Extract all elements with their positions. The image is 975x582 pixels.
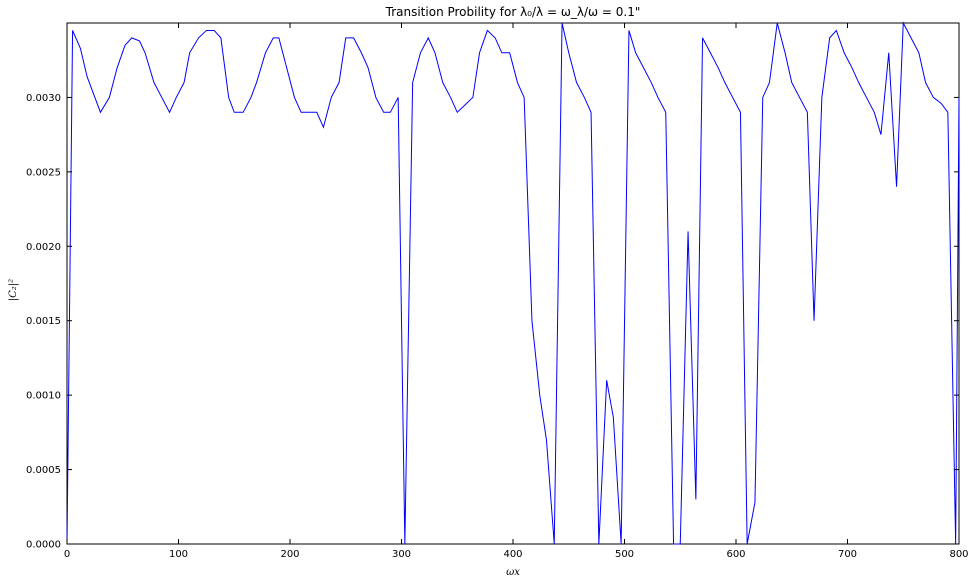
x-tick-label: 100 bbox=[169, 549, 188, 560]
y-tick-label: 0.0005 bbox=[26, 465, 61, 476]
x-tick-label: 600 bbox=[726, 549, 745, 560]
y-tick-label: 0.0025 bbox=[26, 167, 61, 178]
x-axis-label: ωx bbox=[506, 567, 520, 578]
x-tick-label: 400 bbox=[503, 549, 522, 560]
x-axis-ticks: 0 100 200 300 400 500 600 700 800 bbox=[64, 23, 969, 560]
x-tick-label: 500 bbox=[615, 549, 634, 560]
series-layer bbox=[66, 21, 960, 545]
y-tick-label: 0.0000 bbox=[26, 540, 61, 551]
y-tick-label: 0.0015 bbox=[26, 316, 61, 327]
x-tick-label: 300 bbox=[392, 549, 411, 560]
y-axis-ticks: 0.0000 0.0005 0.0010 0.0015 0.0020 0.0025 0.00… bbox=[26, 93, 959, 551]
x-tick-label: 200 bbox=[280, 549, 299, 560]
x-tick-label: 700 bbox=[838, 549, 857, 560]
y-tick-label: 0.0030 bbox=[26, 93, 61, 104]
series-line-0 bbox=[66, 21, 960, 545]
chart-title: Transition Probility for λ₀/λ = ω_λ/ω = … bbox=[385, 5, 641, 19]
x-tick-label: 0 bbox=[64, 549, 70, 560]
plot-area bbox=[66, 22, 960, 545]
y-tick-label: 0.0010 bbox=[26, 391, 61, 402]
y-tick-label: 0.0020 bbox=[26, 242, 61, 253]
y-axis-label: |C₂|² bbox=[8, 279, 19, 301]
x-tick-label: 800 bbox=[949, 549, 968, 560]
